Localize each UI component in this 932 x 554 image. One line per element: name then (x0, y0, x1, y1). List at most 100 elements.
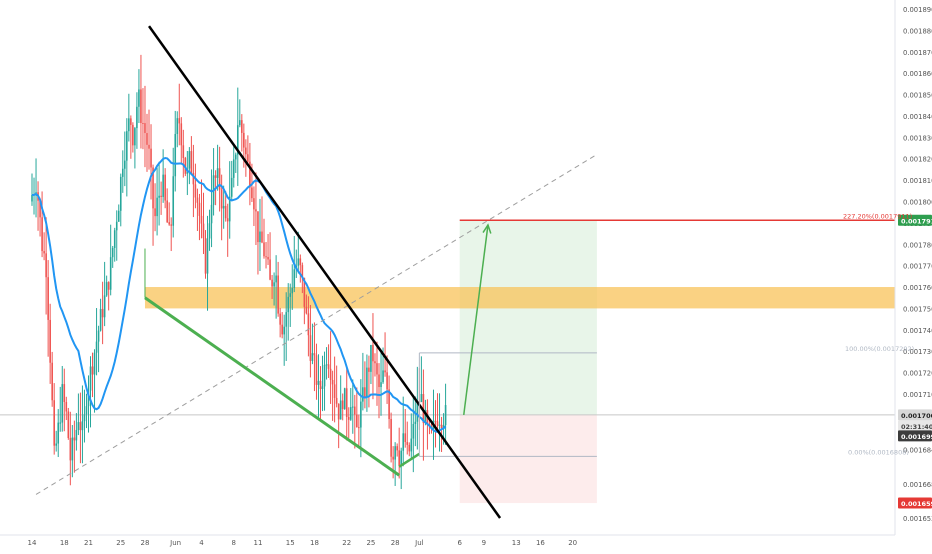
candle-down (130, 118, 132, 125)
candle-down (388, 389, 390, 420)
candle-down (152, 167, 154, 209)
candle-down (341, 400, 344, 409)
candle-down (374, 361, 376, 364)
target-price-badge: 0.0017912 (901, 217, 932, 225)
candle-down (249, 161, 251, 188)
candle-up (287, 296, 290, 313)
candle-up (416, 401, 419, 422)
candle-down (39, 200, 41, 218)
candle-up (111, 247, 114, 258)
candle-down (354, 406, 356, 415)
candle-up (174, 133, 177, 177)
candle-up (121, 168, 124, 177)
price-tick-label: 0.0017400 (903, 327, 932, 335)
candle-down (434, 420, 437, 422)
time-tick-label: 16 (536, 539, 545, 547)
fib-0-label: 0.00%(0.0016808) (848, 448, 909, 456)
candle-up (119, 176, 122, 211)
candle-down (404, 433, 407, 443)
resistance-zone[interactable] (144, 287, 896, 309)
candle-up (311, 353, 314, 361)
candle-up (71, 437, 74, 461)
candle-down (47, 277, 49, 320)
time-tick-label: 8 (232, 539, 236, 547)
candle-down (327, 364, 330, 369)
candle-up (113, 230, 116, 248)
candle-up (134, 128, 136, 146)
time-tick-label: 15 (286, 539, 295, 547)
candle-down (45, 253, 47, 278)
candle-down (142, 123, 144, 125)
candle-up (380, 382, 382, 388)
candle-down (337, 403, 340, 420)
support-trendline[interactable] (144, 296, 401, 477)
candle-down (408, 444, 411, 452)
time-tick-label: Jul (414, 539, 424, 547)
candle-up (420, 394, 423, 402)
projection-arrow[interactable] (463, 224, 489, 416)
dashed-trendline[interactable] (35, 154, 598, 495)
time-tick-label: 18 (60, 539, 69, 547)
price-tick-label: 0.0017200 (903, 370, 932, 378)
candle-up (402, 433, 405, 451)
candle-up (297, 258, 300, 266)
candle-down (148, 144, 150, 149)
candle-down (255, 209, 257, 212)
candle-down (204, 238, 207, 274)
candle-down (440, 424, 443, 429)
candle-down (309, 335, 312, 361)
candle-down (436, 421, 439, 426)
candle-up (103, 295, 106, 318)
candle-down (168, 222, 170, 225)
candle-up (293, 269, 296, 288)
price-tick-label: 0.0018500 (903, 92, 932, 100)
candle-down (392, 456, 394, 460)
candle-down (107, 282, 110, 290)
countdown-badge-bg (898, 420, 932, 432)
price-tick-label: 0.0016680 (903, 481, 932, 489)
candle-up (105, 282, 108, 296)
base-trendline[interactable] (398, 452, 421, 468)
candle-up (61, 384, 64, 423)
candle-up (162, 174, 164, 197)
candle-down (398, 450, 400, 466)
candle-up (222, 205, 225, 209)
candle-down (301, 265, 304, 278)
candle-down (384, 370, 386, 373)
time-tick-label: 25 (116, 539, 125, 547)
candle-down (192, 172, 195, 185)
candle-up (99, 308, 102, 331)
candle-down (214, 175, 217, 178)
candle-down (200, 215, 203, 224)
candle-down (164, 174, 166, 201)
candle-down (198, 202, 201, 216)
candle-up (83, 414, 86, 422)
candle-up (351, 406, 354, 408)
moving-average-line[interactable] (31, 156, 447, 433)
candle-up (339, 400, 342, 420)
candle-down (41, 217, 43, 252)
candle-down (329, 368, 332, 380)
candle-up (109, 257, 112, 290)
candle-up (275, 275, 277, 283)
stop-price-badge: 0.0016590 (901, 500, 932, 508)
candle-up (317, 380, 320, 385)
target-price-badge-bg (898, 214, 932, 226)
candle-down (347, 417, 350, 420)
candle-down (319, 380, 322, 390)
price-tick-label: 0.0018200 (903, 156, 932, 164)
candle-down (170, 224, 173, 226)
candle-up (442, 425, 445, 429)
candle-up (273, 282, 275, 287)
candle-down (364, 387, 366, 397)
candle-down (277, 275, 279, 314)
price-tick-label: 0.0017700 (903, 263, 932, 271)
candle-up (289, 293, 292, 297)
candle-down (241, 120, 243, 133)
resistance-trendline[interactable] (147, 25, 502, 519)
candle-down (63, 384, 66, 403)
candle-up (176, 118, 179, 134)
candle-up (57, 422, 60, 444)
